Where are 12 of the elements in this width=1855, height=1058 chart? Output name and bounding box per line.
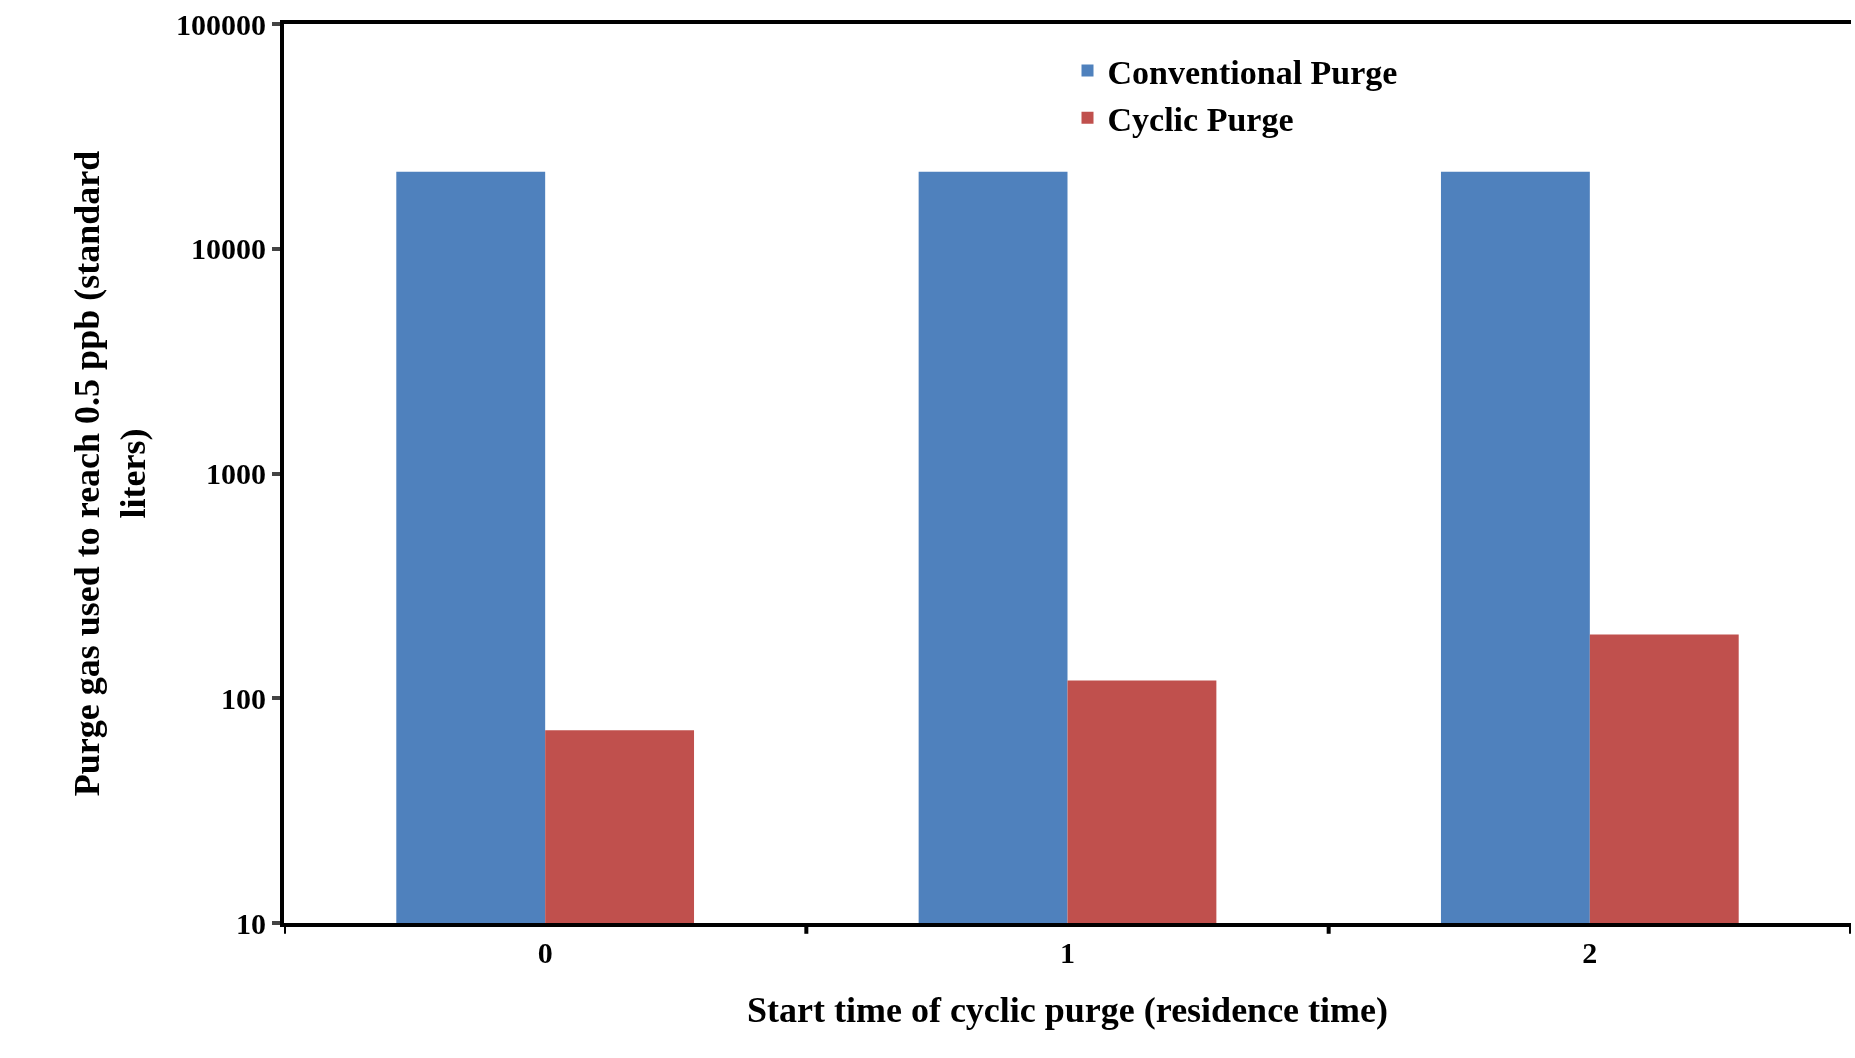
y-tick-label: 1000: [206, 457, 266, 490]
y-tick-label: 100000: [176, 7, 266, 41]
y-tick-label: 100: [221, 681, 266, 715]
y-axis-title: Purge gas used to reach 0.5 ppb (standard liters): [66, 150, 154, 797]
legend-label: Cyclic Purge: [1107, 101, 1294, 139]
x-axis-title: Start time of cyclic purge (residence time): [746, 990, 1389, 1031]
x-tick-label: 0: [537, 936, 553, 969]
x-tick-label: 2: [1582, 936, 1598, 969]
x-tick-label: 1: [1060, 936, 1075, 969]
y-tick-label: 10000: [191, 232, 266, 266]
legend-label: Conventional Purge: [1107, 53, 1398, 91]
y-tick-label: 10: [236, 906, 266, 940]
